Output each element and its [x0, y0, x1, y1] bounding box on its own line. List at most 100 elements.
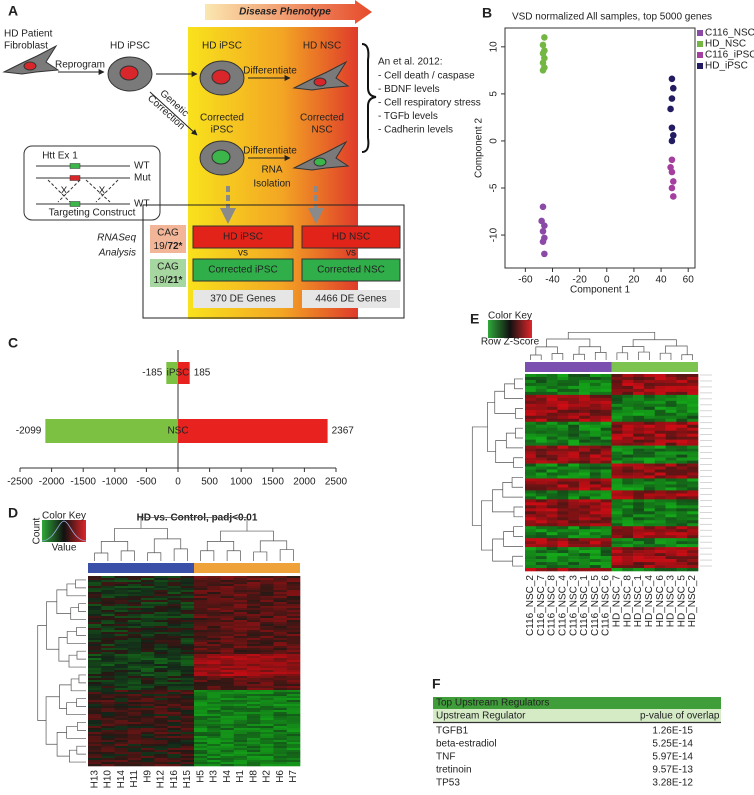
heatmap-cell	[154, 750, 168, 753]
heatmap-cell	[101, 684, 115, 687]
heatmap-cell	[194, 634, 208, 637]
heatmap-cell	[654, 460, 666, 464]
heatmap-cell	[194, 680, 208, 683]
heatmap-cell	[141, 586, 155, 589]
heatmap-cell	[665, 529, 677, 533]
heatmap-cell	[141, 662, 155, 665]
heatmap-cell	[101, 624, 115, 627]
heatmap-cell	[286, 580, 301, 583]
heatmap-cell	[233, 724, 248, 727]
heatmap-cell	[154, 590, 168, 593]
heatmap-cell	[546, 418, 558, 423]
heatmap-cell	[579, 556, 591, 560]
heatmap-cell	[557, 484, 569, 488]
heatmap-cell	[207, 628, 221, 631]
heatmap-cell	[207, 686, 221, 689]
heatmap-cell	[194, 614, 208, 617]
heatmap-cell	[286, 662, 301, 665]
heatmap-cell	[600, 544, 612, 548]
heatmap-cell	[643, 472, 656, 476]
label: Upstream Regulator	[436, 711, 526, 722]
heatmap-cell	[525, 436, 537, 440]
heatmap-cell	[676, 484, 688, 488]
heatmap-cell	[127, 698, 142, 701]
heatmap-cell	[247, 632, 261, 635]
heatmap-cell	[557, 550, 569, 554]
heatmap-cell	[273, 636, 288, 639]
heatmap-cell	[546, 493, 558, 497]
heatmap-cell	[220, 584, 235, 587]
heatmap-cell	[579, 505, 591, 509]
heatmap-cell	[101, 734, 115, 737]
heatmap-cell	[220, 686, 235, 689]
heatmap-cell	[127, 616, 142, 619]
heatmap-cell	[180, 602, 195, 605]
label: Corrected	[300, 113, 344, 124]
heatmap-cell	[546, 436, 558, 440]
heatmap-cell	[233, 660, 248, 663]
heatmap-cell	[141, 754, 155, 757]
heatmap-cell	[247, 714, 261, 717]
heatmap-cell	[233, 634, 248, 637]
heatmap-cell	[525, 400, 537, 405]
legend-label: HD_NSC	[705, 39, 746, 50]
heatmap-cell	[141, 652, 155, 655]
heatmap-cell	[611, 397, 623, 402]
heatmap-cell	[557, 505, 569, 509]
heatmap-cell	[141, 764, 155, 767]
heatmap-cell	[167, 724, 182, 727]
heatmap-cell	[88, 624, 102, 627]
heatmap-cell	[101, 586, 115, 589]
heatmap-cell	[600, 511, 612, 515]
heatmap-cell	[114, 694, 129, 697]
heatmap-cell	[665, 451, 677, 455]
y-axis-label-group: Component 2	[474, 118, 485, 178]
heatmap-cell	[141, 742, 155, 745]
heatmap-cell	[194, 578, 208, 581]
heatmap-cell	[546, 448, 558, 452]
heatmap-cell	[233, 636, 248, 639]
heatmap-cell	[600, 529, 612, 533]
heatmap-cell	[654, 520, 666, 524]
heatmap-cell	[557, 556, 569, 560]
heatmap-cell	[546, 406, 558, 411]
heatmap-cell	[633, 415, 645, 420]
heatmap-cell	[180, 726, 195, 729]
heatmap-cell	[207, 666, 221, 669]
heatmap-cell	[114, 764, 129, 767]
heatmap-cell	[154, 594, 168, 597]
heatmap-cell	[676, 382, 688, 387]
heatmap-cell	[579, 424, 591, 429]
heatmap-cell	[687, 397, 699, 402]
corrected-box	[301, 258, 401, 282]
heatmap-cell	[579, 550, 591, 554]
heatmap-cell	[654, 493, 666, 497]
heatmap-cell	[611, 475, 623, 479]
label: Corrected NSC	[317, 265, 385, 276]
heatmap-cell	[665, 463, 677, 467]
heatmap-cell	[260, 682, 274, 685]
heatmap-cell	[611, 415, 623, 420]
heatmap-cell	[643, 469, 656, 473]
heatmap-cell	[247, 602, 261, 605]
heatmap-cell	[579, 418, 591, 423]
heatmap-cell	[154, 614, 168, 617]
heatmap-cell	[260, 732, 274, 735]
heatmap-cell	[233, 760, 248, 763]
heatmap-cell	[167, 592, 182, 595]
heatmap-cell	[180, 592, 195, 595]
heatmap-cell	[167, 634, 182, 637]
heatmap-cell	[233, 686, 248, 689]
heatmap-cell	[101, 606, 115, 609]
heatmap-cell	[247, 756, 261, 759]
heatmap-cell	[579, 562, 591, 566]
heatmap-cell	[525, 394, 537, 399]
heatmap-cell	[141, 660, 155, 663]
heatmap-cell	[154, 680, 168, 683]
heatmap-cell	[127, 612, 142, 615]
heatmap-cell	[220, 722, 235, 725]
heatmap-cell	[247, 610, 261, 613]
heatmap-cell	[654, 565, 666, 569]
heatmap-cell	[260, 618, 274, 621]
heatmap-cell	[546, 457, 558, 461]
